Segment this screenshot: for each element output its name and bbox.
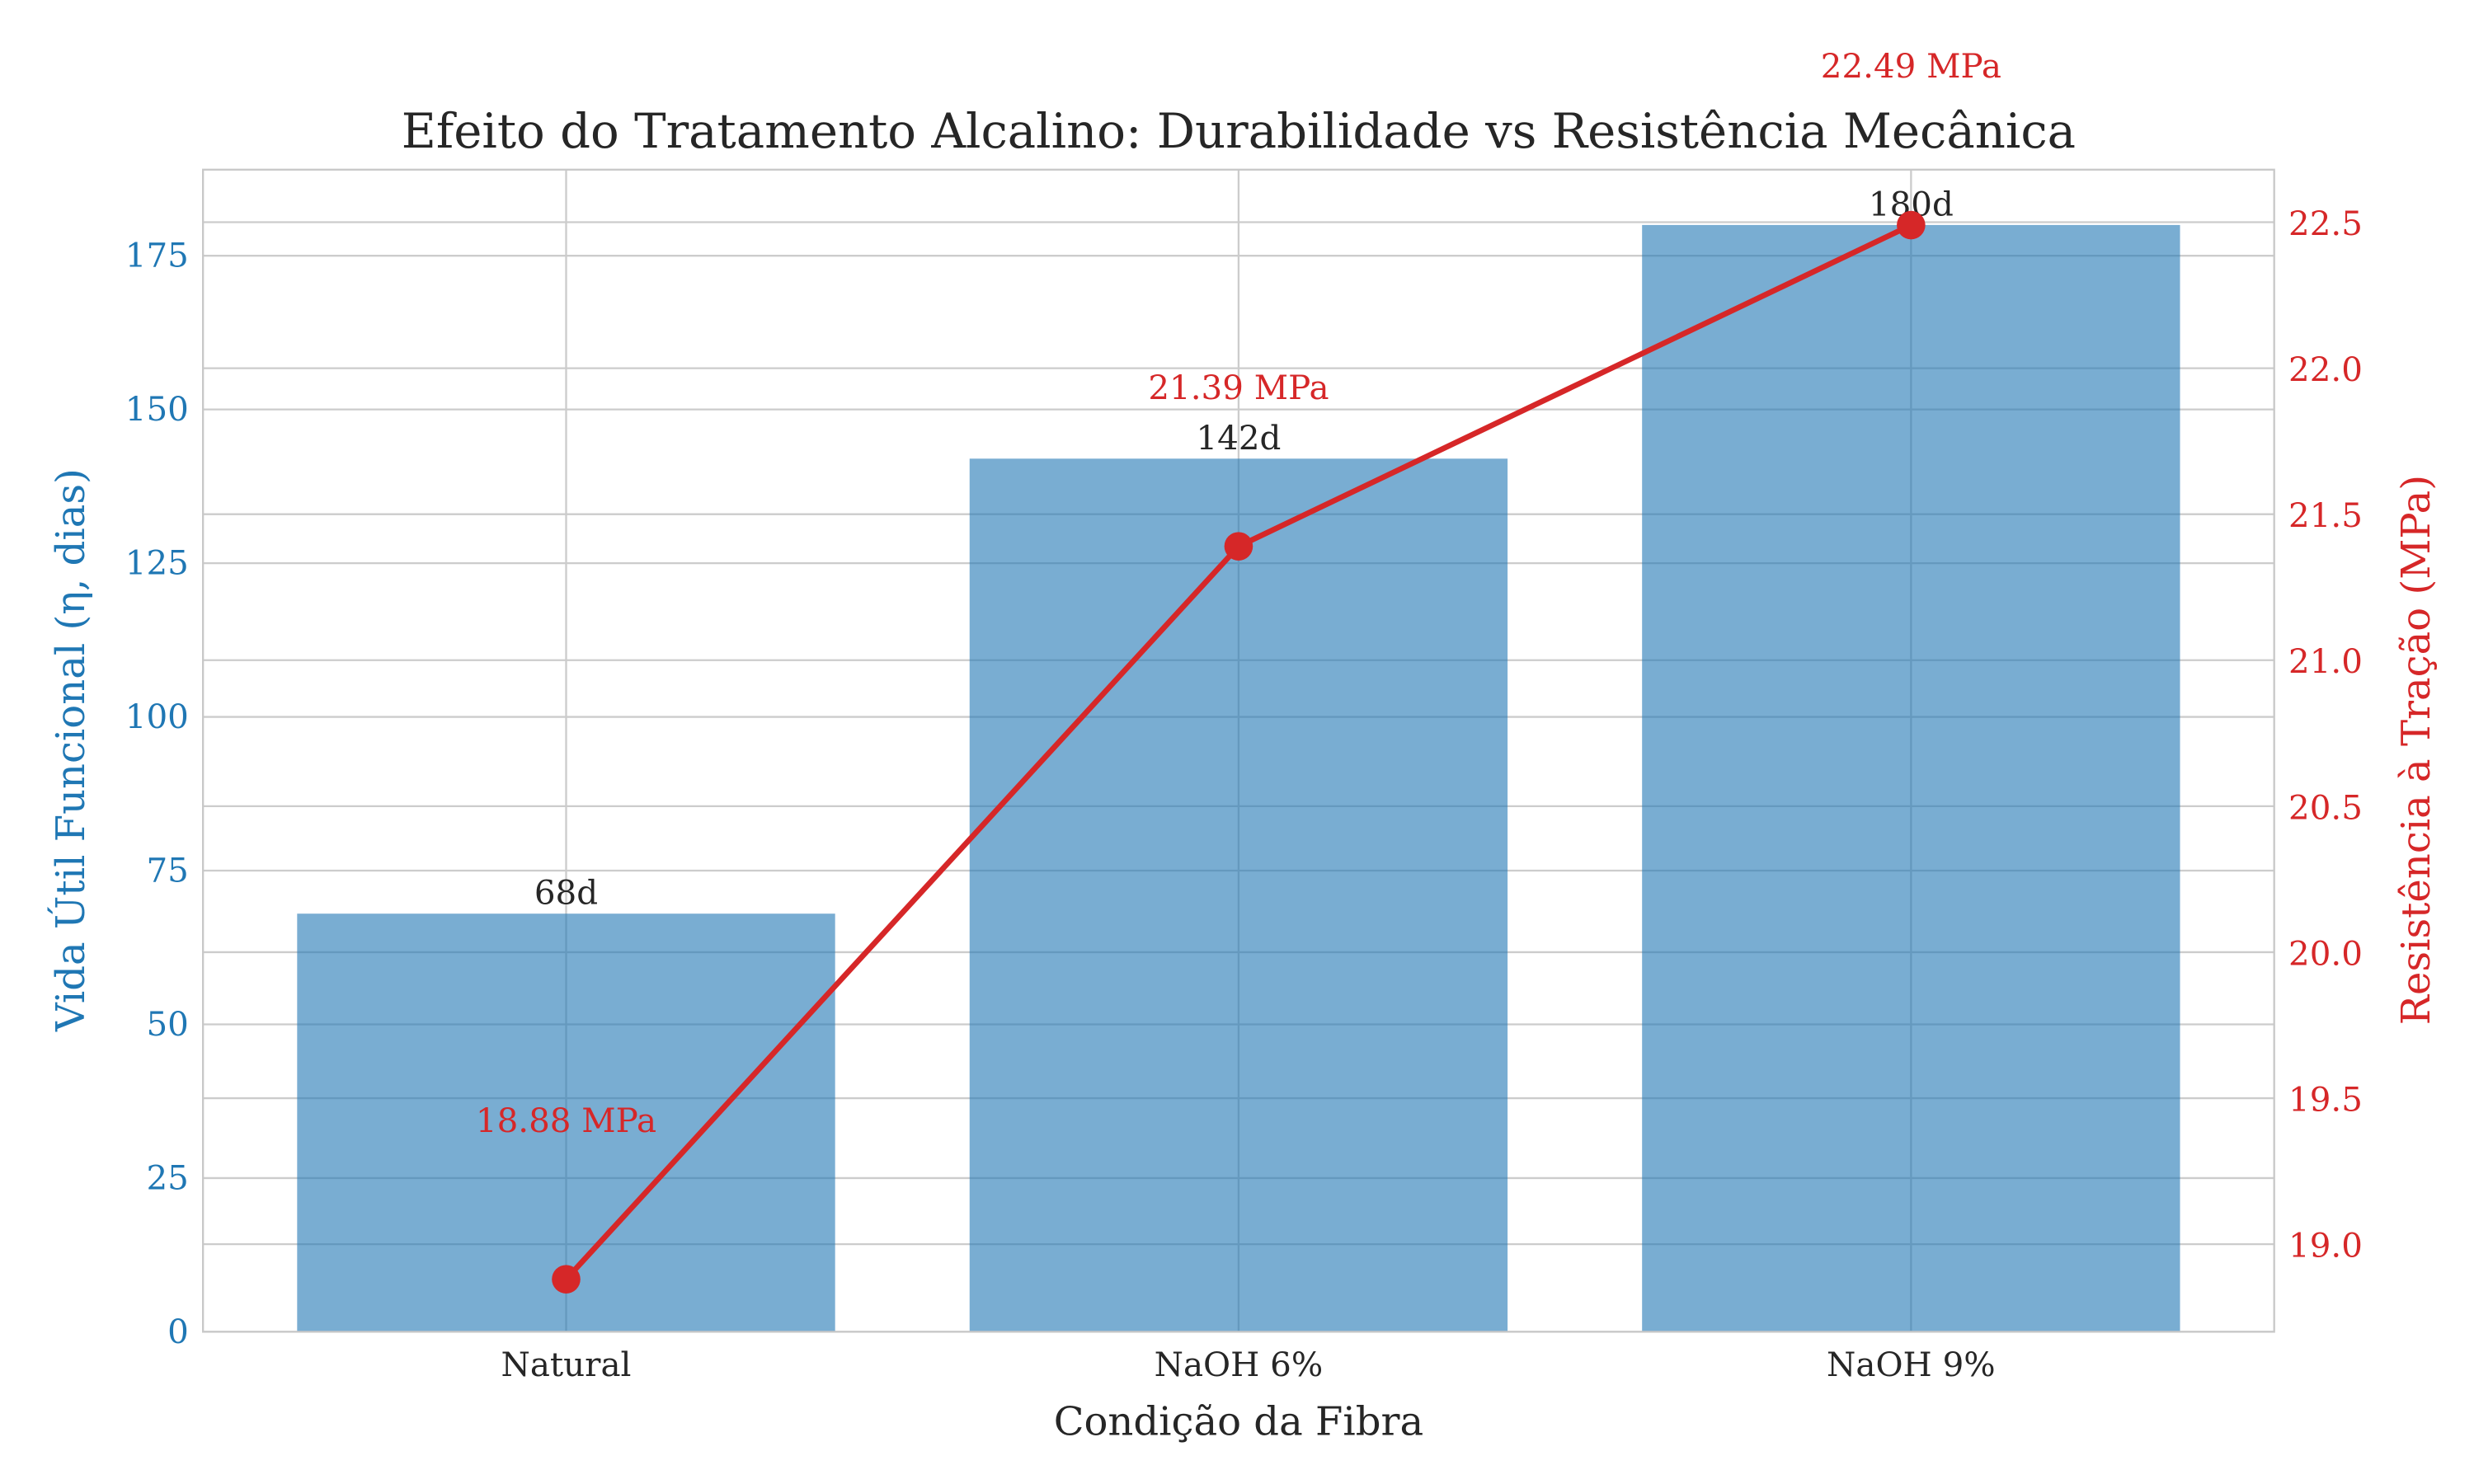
point-label: 22.49 MPa bbox=[1821, 47, 2001, 86]
bar bbox=[297, 913, 835, 1332]
y-axis-label: Vida Útil Funcional (η, dias) bbox=[46, 468, 94, 1032]
y-tick-label: 75 bbox=[146, 851, 188, 890]
point-label: 18.88 MPa bbox=[476, 1101, 656, 1140]
line-series: 18.88 MPa 21.39 MPa 22.49 MPa bbox=[476, 47, 2001, 1294]
line-point bbox=[1224, 532, 1253, 561]
y-tick-label: 125 bbox=[125, 544, 189, 583]
y-tick-label-right: 20.0 bbox=[2288, 934, 2363, 973]
y-tick-label: 175 bbox=[125, 237, 189, 275]
x-tick-label: Natural bbox=[501, 1345, 632, 1384]
y-axis-label-right: Resistência à Tração (MPa) bbox=[2393, 475, 2439, 1025]
y-tick-label: 25 bbox=[146, 1158, 188, 1197]
y-tick-label: 100 bbox=[125, 697, 189, 736]
x-axis-label: Condição da Fibra bbox=[1054, 1398, 1423, 1444]
bar-label: 142d bbox=[1196, 419, 1281, 458]
y-tick-label: 50 bbox=[146, 1005, 188, 1044]
y-tick-label-right: 21.0 bbox=[2288, 642, 2363, 681]
x-tick-label: NaOH 9% bbox=[1827, 1345, 1996, 1384]
chart-title: Efeito do Tratamento Alcalino: Durabilid… bbox=[402, 103, 2076, 159]
y-tick-label: 0 bbox=[167, 1313, 189, 1351]
bar-label: 68d bbox=[534, 874, 598, 913]
line-point bbox=[552, 1265, 581, 1294]
y-tick-label-right: 22.0 bbox=[2288, 350, 2363, 389]
line-point bbox=[1897, 210, 1926, 240]
y-tick-label-right: 19.5 bbox=[2288, 1080, 2363, 1119]
x-tick-label: NaOH 6% bbox=[1155, 1345, 1324, 1384]
y-tick-label: 150 bbox=[125, 390, 189, 429]
plot-frame bbox=[202, 168, 2275, 1333]
ticks: 0 25 50 75 100 125 150 175 19.0 19.5 20.0 20.5 21.0 2… bbox=[125, 204, 2363, 1384]
y-tick-label-right: 19.0 bbox=[2288, 1227, 2363, 1266]
bar bbox=[1642, 224, 2180, 1332]
y-tick-label-right: 22.5 bbox=[2288, 204, 2363, 243]
y-tick-label-right: 21.5 bbox=[2288, 496, 2363, 535]
y-tick-label-right: 20.5 bbox=[2288, 788, 2363, 827]
point-label: 21.39 MPa bbox=[1148, 369, 1329, 407]
bar bbox=[969, 458, 1508, 1332]
